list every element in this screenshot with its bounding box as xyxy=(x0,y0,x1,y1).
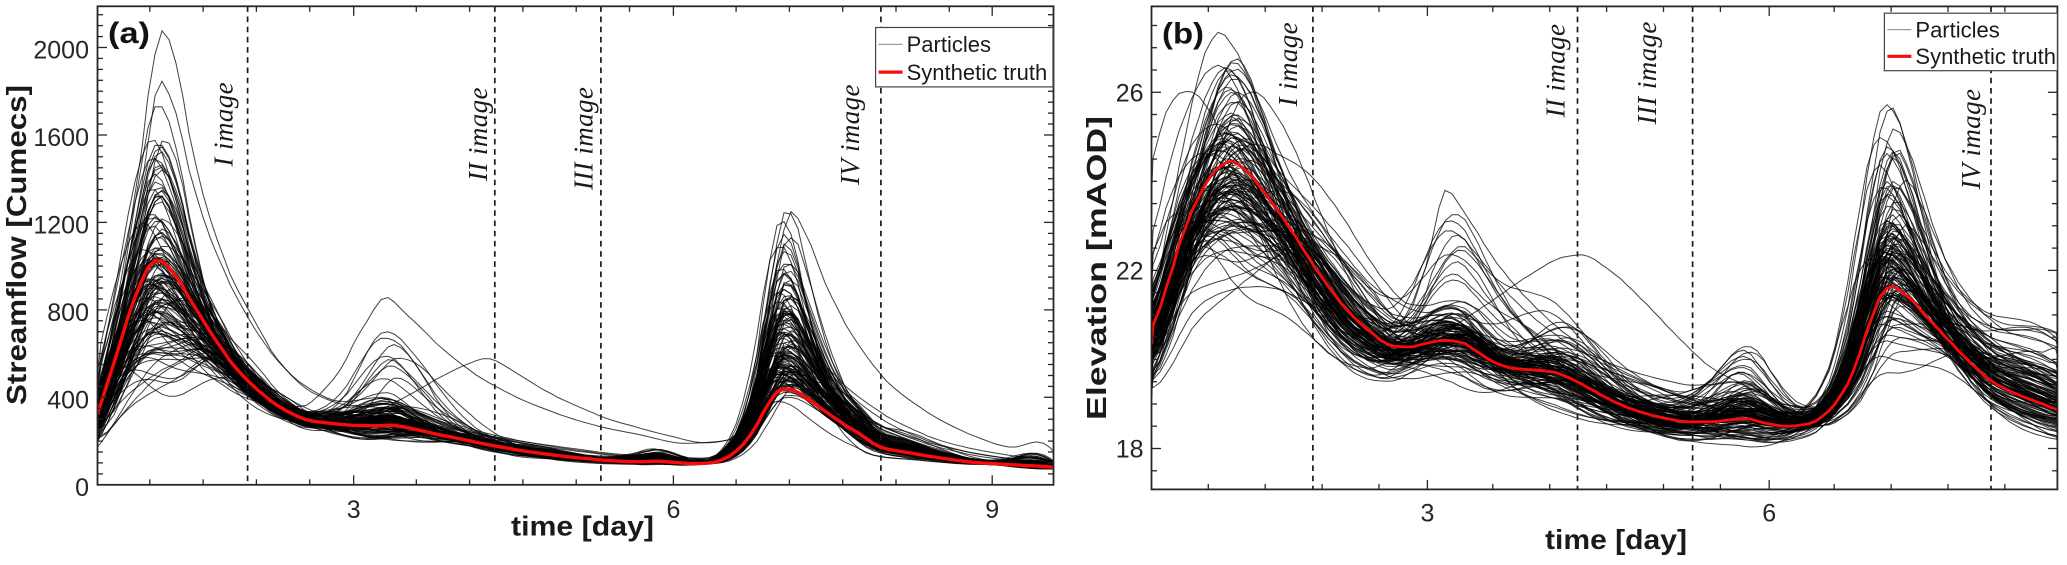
svg-text:26: 26 xyxy=(1116,79,1144,107)
svg-text:(a): (a) xyxy=(108,17,150,50)
svg-text:Streamflow [Cumecs]: Streamflow [Cumecs] xyxy=(1,85,32,405)
svg-text:I image: I image xyxy=(1273,22,1303,108)
svg-text:1600: 1600 xyxy=(33,124,89,152)
svg-text:6: 6 xyxy=(666,496,680,524)
svg-text:Synthetic truth: Synthetic truth xyxy=(1915,44,2056,69)
svg-text:400: 400 xyxy=(47,386,89,414)
svg-text:time [day]: time [day] xyxy=(1545,524,1687,555)
svg-text:IV image: IV image xyxy=(1956,89,1986,191)
svg-text:Synthetic truth: Synthetic truth xyxy=(907,60,1048,85)
svg-text:II image: II image xyxy=(1541,24,1571,119)
svg-text:Particles: Particles xyxy=(907,32,991,57)
svg-text:Particles: Particles xyxy=(1915,17,1999,42)
svg-text:1200: 1200 xyxy=(33,211,89,239)
svg-text:2000: 2000 xyxy=(33,37,89,65)
svg-text:6: 6 xyxy=(1762,500,1776,528)
svg-text:Elevation [mAOD]: Elevation [mAOD] xyxy=(1081,116,1112,420)
svg-text:I image: I image xyxy=(209,82,239,168)
svg-text:3: 3 xyxy=(1420,500,1434,528)
svg-text:(b): (b) xyxy=(1162,18,1204,51)
svg-text:IV image: IV image xyxy=(835,84,865,186)
svg-text:0: 0 xyxy=(75,474,89,502)
svg-text:18: 18 xyxy=(1116,436,1144,464)
svg-text:22: 22 xyxy=(1116,257,1144,285)
svg-text:800: 800 xyxy=(47,299,89,327)
svg-text:3: 3 xyxy=(347,496,361,524)
svg-text:9: 9 xyxy=(985,496,999,524)
svg-text:time [day]: time [day] xyxy=(511,511,654,542)
svg-text:II image: II image xyxy=(463,87,493,182)
svg-text:III image: III image xyxy=(1632,21,1662,125)
svg-text:III image: III image xyxy=(569,87,599,191)
